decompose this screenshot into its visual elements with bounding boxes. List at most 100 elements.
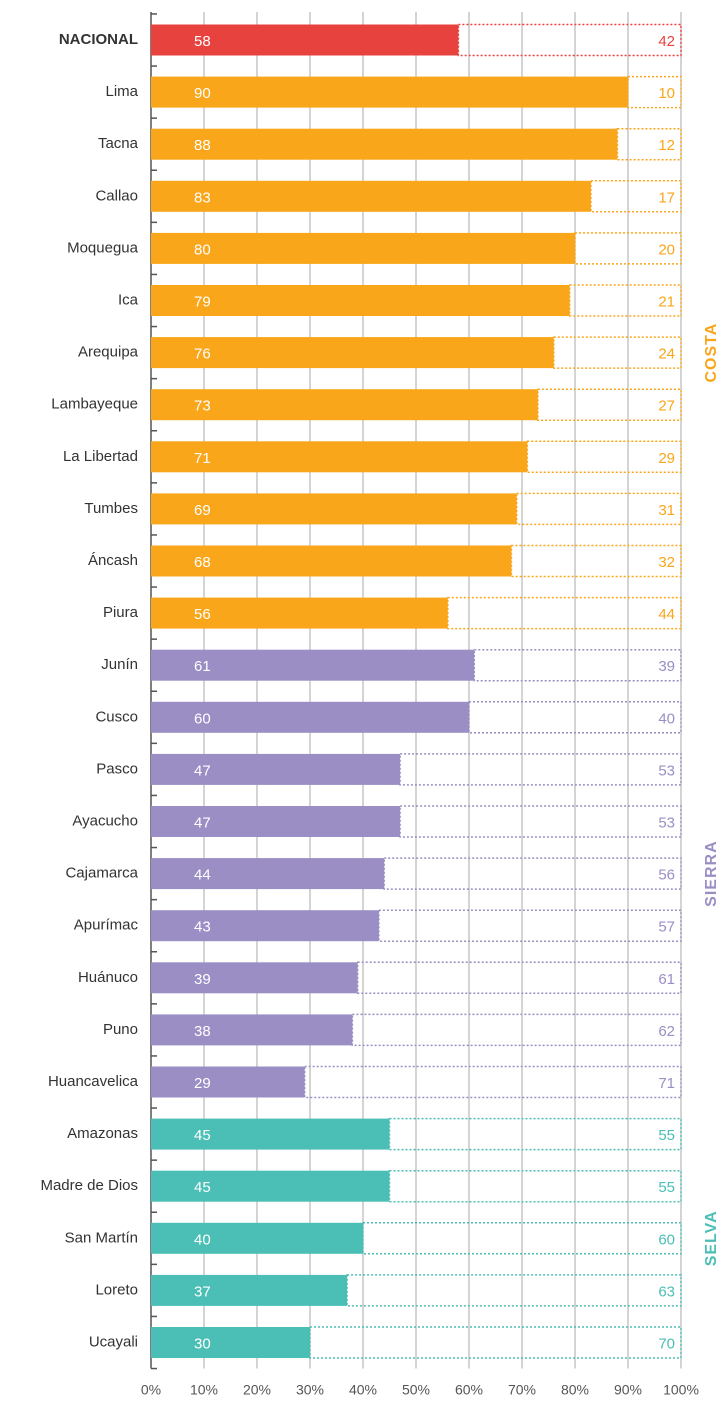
category-label: Áncash bbox=[88, 552, 138, 569]
x-tick-label: 100% bbox=[663, 1381, 699, 1397]
bar bbox=[151, 962, 358, 994]
group-label: SIERRA bbox=[703, 840, 720, 906]
bar bbox=[151, 1118, 390, 1150]
value-label: 29 bbox=[194, 1075, 211, 1092]
remainder-label: 61 bbox=[658, 971, 675, 988]
value-label: 43 bbox=[194, 919, 211, 936]
remainder-bar bbox=[473, 648, 682, 682]
remainder-label: 71 bbox=[658, 1075, 675, 1092]
remainder-label: 63 bbox=[658, 1283, 675, 1300]
bar bbox=[151, 128, 618, 160]
remainder-label: 21 bbox=[658, 293, 675, 310]
remainder-label: 24 bbox=[658, 346, 675, 363]
value-label: 80 bbox=[194, 241, 211, 258]
remainder-bar bbox=[399, 805, 682, 838]
x-tick-label: 90% bbox=[614, 1381, 642, 1397]
category-label: Piura bbox=[103, 604, 139, 621]
remainder-label: 53 bbox=[658, 762, 675, 779]
category-label: Amazonas bbox=[67, 1125, 138, 1142]
remainder-label: 39 bbox=[658, 658, 675, 675]
value-label: 39 bbox=[194, 971, 211, 988]
remainder-bar bbox=[388, 1169, 682, 1203]
x-tick-label: 0% bbox=[141, 1381, 161, 1397]
remainder-label: 70 bbox=[658, 1335, 675, 1352]
value-label: 71 bbox=[194, 450, 211, 467]
x-tick-label: 10% bbox=[190, 1381, 218, 1397]
category-label: Apurímac bbox=[74, 917, 139, 934]
remainder-label: 12 bbox=[658, 137, 675, 154]
category-label: Junín bbox=[101, 656, 138, 673]
group-label: SELVA bbox=[703, 1210, 720, 1266]
remainder-label: 27 bbox=[658, 398, 675, 415]
x-tick-label: 50% bbox=[402, 1381, 430, 1397]
value-label: 38 bbox=[194, 1023, 211, 1040]
bar bbox=[151, 285, 570, 316]
remainder-bar bbox=[526, 440, 682, 474]
category-label: Tacna bbox=[98, 135, 139, 152]
remainder-label: 20 bbox=[658, 241, 675, 258]
bar bbox=[151, 1327, 310, 1358]
x-tick-label: 70% bbox=[508, 1381, 536, 1397]
remainder-bar bbox=[351, 1013, 682, 1047]
category-label: Moquegua bbox=[67, 239, 139, 256]
value-label: 83 bbox=[194, 189, 211, 206]
remainder-label: 29 bbox=[658, 450, 675, 467]
value-label: 37 bbox=[194, 1283, 211, 1300]
remainder-bar bbox=[568, 284, 682, 317]
bar bbox=[151, 1222, 363, 1254]
remainder-label: 56 bbox=[658, 867, 675, 884]
value-label: 56 bbox=[194, 606, 211, 623]
remainder-bar bbox=[346, 1274, 682, 1307]
bar bbox=[151, 180, 591, 212]
remainder-label: 17 bbox=[658, 189, 675, 206]
remainder-bar bbox=[627, 75, 682, 109]
bar bbox=[151, 76, 628, 108]
value-label: 60 bbox=[194, 710, 211, 727]
value-label: 68 bbox=[194, 554, 211, 571]
category-label: Cusco bbox=[95, 708, 138, 725]
remainder-label: 44 bbox=[658, 606, 675, 623]
bar bbox=[151, 649, 475, 681]
remainder-label: 10 bbox=[658, 85, 675, 102]
bar bbox=[151, 337, 554, 369]
value-label: 44 bbox=[194, 867, 211, 884]
remainder-bar bbox=[383, 857, 682, 890]
bar bbox=[151, 232, 575, 264]
value-label: 61 bbox=[194, 658, 211, 675]
x-tick-label: 80% bbox=[561, 1381, 589, 1397]
value-label: 76 bbox=[194, 346, 211, 363]
bar bbox=[151, 753, 401, 785]
x-tick-label: 40% bbox=[349, 1381, 377, 1397]
remainder-label: 60 bbox=[658, 1231, 675, 1248]
bar bbox=[151, 389, 538, 421]
remainder-bar bbox=[362, 1222, 682, 1255]
category-label: Puno bbox=[103, 1021, 138, 1038]
value-label: 88 bbox=[194, 137, 211, 154]
bar bbox=[151, 441, 528, 473]
remainder-bar bbox=[616, 127, 682, 161]
remainder-label: 57 bbox=[658, 919, 675, 936]
value-label: 40 bbox=[194, 1231, 211, 1248]
remainder-bar bbox=[388, 1117, 682, 1151]
remainder-bar bbox=[356, 961, 682, 995]
value-label: 58 bbox=[194, 33, 211, 50]
value-label: 45 bbox=[194, 1179, 211, 1196]
category-label: Cajamarca bbox=[65, 865, 138, 882]
remainder-label: 62 bbox=[658, 1023, 675, 1040]
remainder-bar bbox=[537, 388, 682, 421]
value-label: 79 bbox=[194, 293, 211, 310]
category-label: Lambayeque bbox=[51, 396, 138, 413]
remainder-bar bbox=[378, 909, 682, 942]
remainder-bar bbox=[515, 492, 682, 526]
value-label: 69 bbox=[194, 502, 211, 519]
x-tick-label: 20% bbox=[243, 1381, 271, 1397]
bar bbox=[151, 1274, 348, 1306]
remainder-bar bbox=[590, 180, 682, 213]
x-tick-label: 60% bbox=[455, 1381, 483, 1397]
bar bbox=[151, 1014, 353, 1046]
value-label: 45 bbox=[194, 1127, 211, 1144]
bar bbox=[151, 701, 469, 733]
bar bbox=[151, 493, 517, 525]
remainder-label: 32 bbox=[658, 554, 675, 571]
